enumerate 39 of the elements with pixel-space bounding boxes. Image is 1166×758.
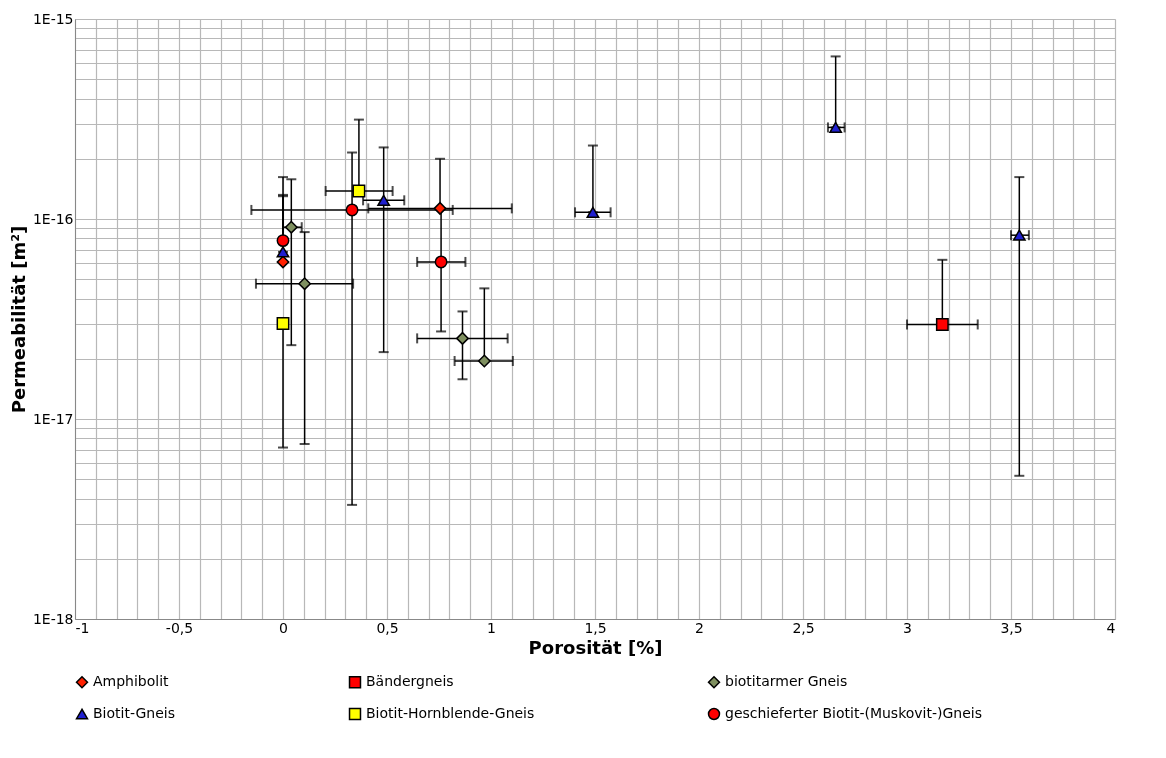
x-tick-label: 0 <box>279 619 288 636</box>
point <box>276 246 290 258</box>
point <box>935 318 949 331</box>
y-tick-label: 1E-16 <box>32 210 74 227</box>
legend-label: Amphibolit <box>93 673 170 690</box>
legend-label: Biotit-Gneis <box>93 705 176 721</box>
point <box>1012 229 1026 241</box>
point <box>456 331 469 345</box>
x-tick-label: 0,5 <box>376 619 399 636</box>
y-tick-label: 1E-17 <box>32 410 74 427</box>
legend-label: geschieferter Biotit-(Muskovit-)Gneis <box>725 705 983 721</box>
x-tick-label: 4 <box>1106 619 1116 636</box>
y-axis-title: Permeabilität [m²] <box>7 225 29 414</box>
point <box>433 201 447 215</box>
point <box>586 206 600 218</box>
point <box>352 184 366 198</box>
x-tick-label: 1 <box>487 619 496 636</box>
x-tick-label: -0,5 <box>165 619 194 636</box>
legend-label: Bändergneis <box>366 673 454 690</box>
point <box>345 203 359 217</box>
x-tick-label: -1 <box>75 619 90 636</box>
point <box>284 220 298 234</box>
x-tick-label: 1,5 <box>584 619 607 636</box>
point <box>276 317 290 331</box>
x-tick-label: 3 <box>903 619 912 636</box>
legend-label: Biotit-Hornblende-Gneis <box>366 705 535 721</box>
x-tick-label: 2 <box>695 619 704 636</box>
y-tick-label: 1E-15 <box>32 10 74 27</box>
y-tick-label: 1E-18 <box>32 610 74 627</box>
point <box>276 234 290 248</box>
point <box>434 255 448 269</box>
legend-label: biotitarmer Gneis <box>725 673 848 690</box>
point <box>477 354 491 368</box>
point <box>377 194 391 206</box>
point <box>276 255 290 269</box>
x-tick-label: 3,5 <box>1000 619 1023 636</box>
point <box>298 277 312 291</box>
x-tick-label: 2,5 <box>792 619 815 636</box>
x-axis-title: Porosität [%] <box>528 636 663 658</box>
